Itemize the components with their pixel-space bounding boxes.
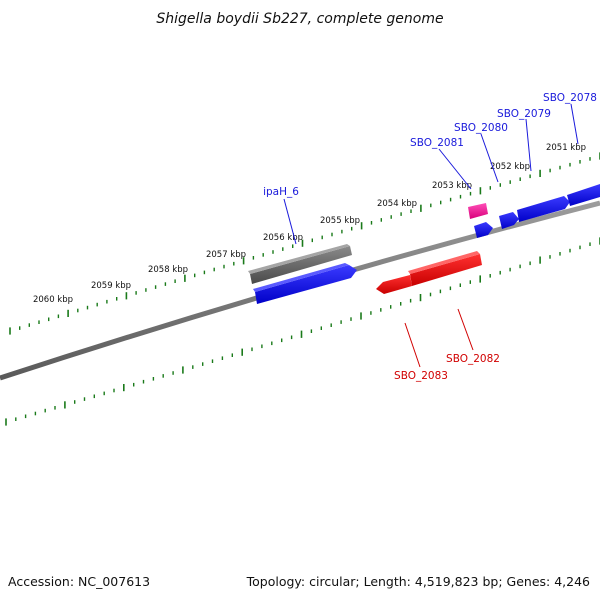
- gene-SBO_2083[interactable]: [376, 275, 412, 294]
- callout-SBO_2081: [438, 148, 472, 190]
- tick-label-2060: 2060 kbp: [33, 295, 73, 305]
- tick-label-2059: 2059 kbp: [91, 281, 131, 291]
- gray-feature[interactable]: [250, 246, 352, 284]
- gene-ipaH_6-top: [253, 263, 349, 292]
- gene-label-SBO_2078: SBO_2078: [543, 92, 597, 104]
- tick-label-2051: 2051 kbp: [546, 143, 586, 153]
- callout-ipaH_6: [283, 198, 297, 245]
- gene-SBO_2082-top: [408, 251, 480, 274]
- callout-SBO_2082: [457, 308, 474, 351]
- callout-SBO_2079: [525, 118, 532, 172]
- gene-SBO_2079[interactable]: [517, 196, 570, 222]
- gene-label-SBO_2079: SBO_2079: [497, 108, 551, 120]
- callout-SBO_2083: [404, 322, 421, 368]
- tick-label-2056: 2056 kbp: [263, 233, 303, 243]
- gene-label-SBO_2081: SBO_2081: [410, 137, 464, 149]
- gene-ipaH_6[interactable]: [255, 265, 357, 304]
- pink-feature[interactable]: [468, 203, 488, 219]
- map-title: Shigella boydii Sb227, complete genome: [156, 11, 443, 27]
- topology-text: Topology: circular; Length: 4,519,823 bp…: [246, 574, 590, 589]
- tick-label-2052: 2052 kbp: [490, 162, 530, 172]
- gene-label-SBO_2082: SBO_2082: [446, 353, 500, 365]
- gene-label-ipaH_6: ipaH_6: [263, 186, 299, 198]
- tick-label-2058: 2058 kbp: [148, 265, 188, 275]
- gray-feature-top: [248, 244, 350, 274]
- tick-label-2053: 2053 kbp: [432, 181, 472, 191]
- callout-SBO_2078: [570, 103, 579, 145]
- gene-SBO_2080[interactable]: [499, 212, 519, 229]
- gene-SBO_2078[interactable]: [567, 184, 600, 206]
- gene-SBO_2082[interactable]: [410, 254, 482, 286]
- tick-label-2055: 2055 kbp: [320, 216, 360, 226]
- gene-label-SBO_2080: SBO_2080: [454, 122, 508, 134]
- tick-label-2054: 2054 kbp: [377, 199, 417, 209]
- gene-SBO_2081[interactable]: [474, 222, 493, 238]
- gene-label-SBO_2083: SBO_2083: [394, 370, 448, 382]
- outer-tick-ring: [9, 152, 600, 335]
- inner-tick-ring: [5, 237, 600, 426]
- callout-SBO_2080: [480, 133, 499, 183]
- accession-text: Accession: NC_007613: [8, 574, 150, 589]
- callout-lines: [283, 103, 579, 368]
- tick-label-2057: 2057 kbp: [206, 250, 246, 260]
